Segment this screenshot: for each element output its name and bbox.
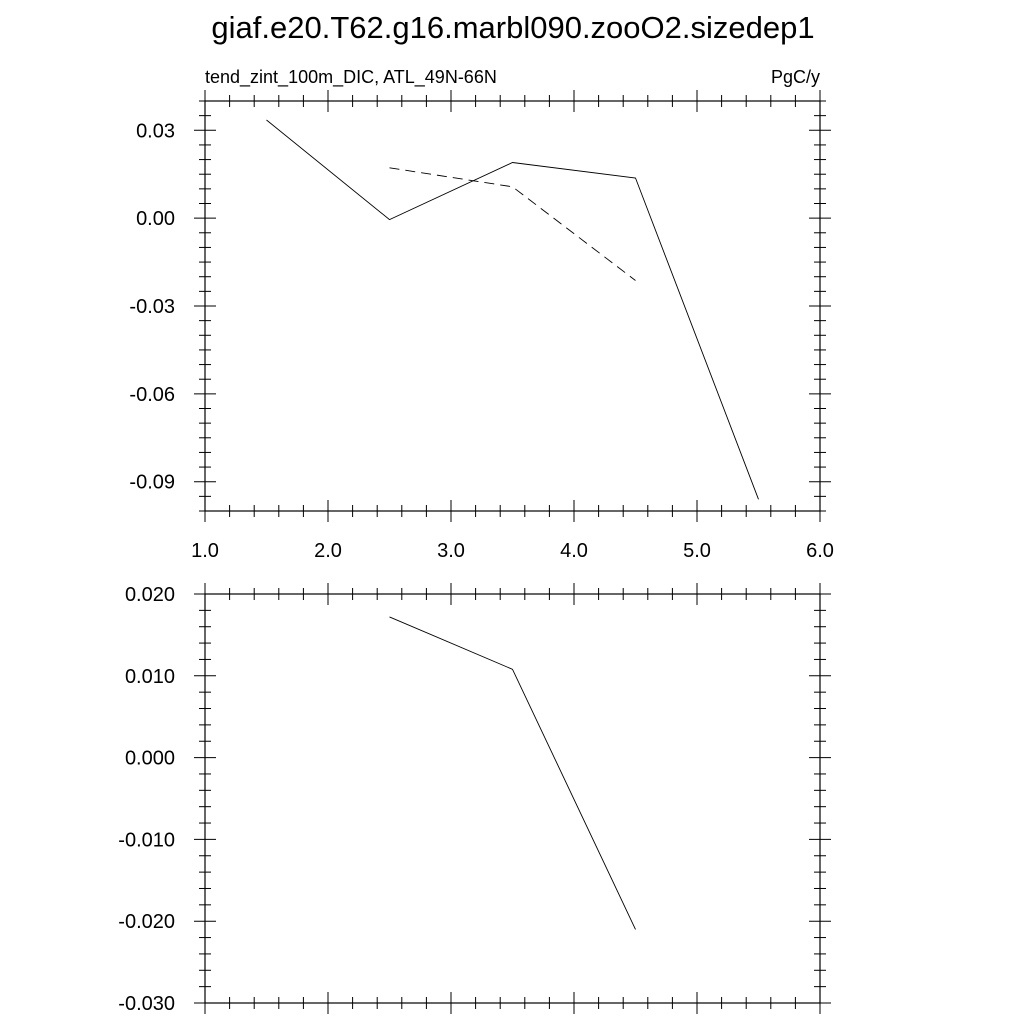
top-x-tick-label: 6.0 [806,540,834,562]
bottom-plot-frame [204,593,821,1004]
bottom-y-tick-label: -0.030 [118,993,175,1015]
bottom-y-tick-label: 0.010 [125,666,175,688]
top-panel: tend_zint_100m_DIC, ATL_49N-66N PgC/y 1.… [129,67,834,562]
bottom-panel: 0.020 0.010 0.000 -0.010 -0.020 -0.030 [118,583,831,1015]
top-x-tick-label: 3.0 [437,540,465,562]
bottom-y-tick-label: 0.020 [125,584,175,606]
top-panel-left-label: tend_zint_100m_DIC, ATL_49N-66N [205,67,497,88]
bottom-y-tick-label: -0.010 [118,829,175,851]
top-y-tick-label: -0.03 [129,296,175,318]
bottom-y-tick-label: -0.020 [118,911,175,933]
top-x-tick-label: 1.0 [191,540,219,562]
bottom-y-tick-label: 0.000 [125,748,175,770]
bottom-series-solid-line [389,616,636,930]
top-x-tick-label: 5.0 [683,540,711,562]
top-y-tick-label: 0.00 [136,208,175,230]
chart-title: giaf.e20.T62.g16.marbl090.zooO2.sizedep1 [211,10,814,45]
top-series-dashed-line [389,167,636,281]
top-series-solid-line [266,119,759,500]
top-y-tick-label: 0.03 [136,120,175,142]
top-x-tick-label: 4.0 [560,540,588,562]
top-y-tick-label: -0.06 [129,384,175,406]
top-panel-units-label: PgC/y [771,67,820,87]
top-x-tick-label: 2.0 [314,540,342,562]
top-y-tick-label: -0.09 [129,472,175,494]
